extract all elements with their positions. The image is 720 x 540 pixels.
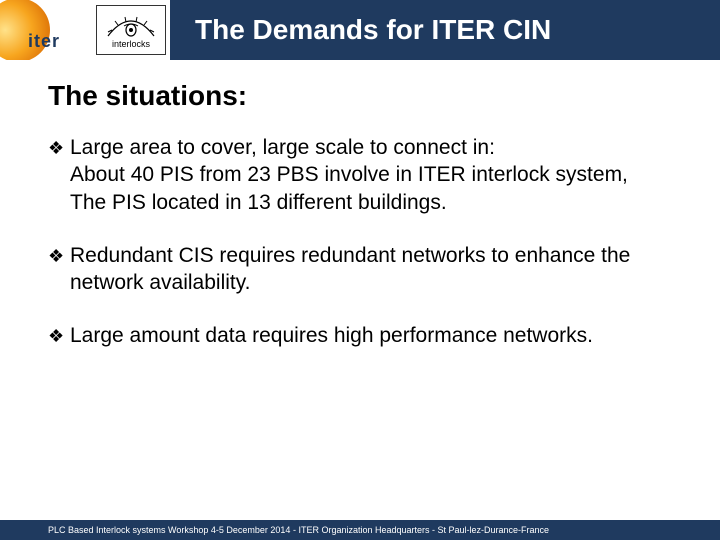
footer-text: PLC Based Interlock systems Workshop 4-5… (48, 525, 549, 535)
bullet-item: ❖ Large area to cover, large scale to co… (48, 134, 672, 216)
bullet-marker-icon: ❖ (48, 322, 70, 349)
bullet-line: The PIS located in 13 different building… (70, 191, 447, 214)
bullet-item: ❖ Large amount data requires high perfor… (48, 322, 672, 349)
slide-title: The Demands for ITER CIN (195, 14, 551, 46)
content-area: The situations: ❖ Large area to cover, l… (0, 60, 720, 350)
bullet-line: About 40 PIS from 23 PBS involve in ITER… (70, 163, 628, 186)
bullet-item: ❖ Redundant CIS requires redundant netwo… (48, 242, 672, 297)
iter-logo-text: iter (28, 31, 60, 52)
bullet-marker-icon: ❖ (48, 134, 70, 216)
bullet-text: Large amount data requires high performa… (70, 322, 672, 349)
eye-icon (106, 12, 156, 37)
footer-bar: PLC Based Interlock systems Workshop 4-5… (0, 520, 720, 540)
interlocks-logo: interlocks (96, 5, 166, 55)
subheading: The situations: (48, 80, 672, 112)
bullet-line: Large area to cover, large scale to conn… (70, 136, 495, 159)
bullet-text: Redundant CIS requires redundant network… (70, 242, 672, 297)
bullet-text: Large area to cover, large scale to conn… (70, 134, 672, 216)
bullet-marker-icon: ❖ (48, 242, 70, 297)
logo-area: iter interlocks (0, 0, 170, 60)
title-bar: iter interlocks The Demands for ITER CIN (0, 0, 720, 60)
interlocks-logo-text: interlocks (112, 39, 150, 49)
bullet-line: Redundant CIS requires redundant network… (70, 244, 630, 294)
iter-logo: iter (0, 0, 90, 60)
bullet-line: Large amount data requires high performa… (70, 324, 593, 347)
